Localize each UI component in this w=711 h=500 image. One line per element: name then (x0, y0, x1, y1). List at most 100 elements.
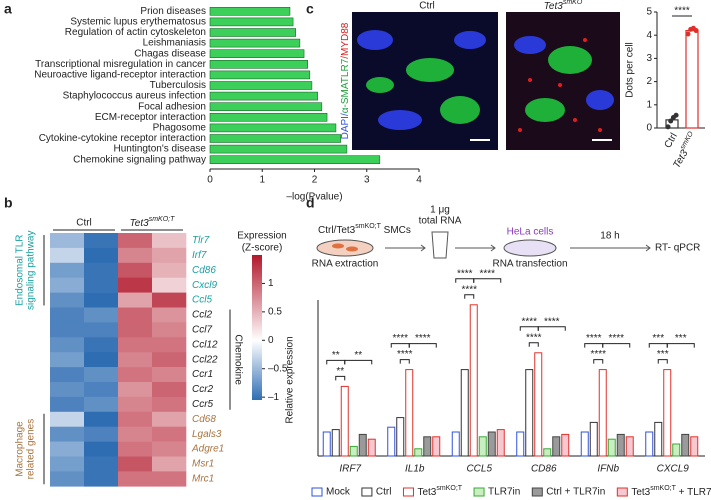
heatmap-cell (118, 292, 153, 308)
heatmap-cell (84, 233, 119, 249)
bar (543, 448, 552, 457)
x-tick-label: IL1b (405, 464, 425, 475)
significance-label: **** (544, 316, 560, 327)
heatmap-cell (118, 277, 153, 293)
heatmap-cell (118, 382, 153, 398)
bar (322, 431, 331, 457)
x-tick-label-part: smKO (680, 130, 696, 151)
heatmap-cell (50, 441, 85, 457)
legend-label: TLR7in (488, 487, 520, 498)
heatmap-cell (50, 337, 85, 353)
row-label: Ccr1 (192, 369, 213, 380)
heatmap-cell (152, 426, 187, 442)
image-label: Tet3smKO (544, 0, 583, 12)
bar (423, 436, 432, 457)
heatmap-cell (84, 471, 119, 487)
data-point (665, 124, 671, 130)
x-axis-label: –log(Pvalue) (286, 192, 342, 203)
row-label: Lgals3 (192, 429, 222, 440)
significance-bracket (657, 359, 668, 364)
heatmap-cell (84, 382, 119, 398)
row-label: Ccl5 (192, 295, 212, 306)
heatmap-cell (152, 411, 187, 427)
x-tick-label: CD86 (531, 464, 557, 475)
bar (645, 431, 654, 457)
heatmap-cell (152, 352, 187, 368)
significance-label: *** (652, 333, 664, 344)
bar (552, 436, 561, 457)
y-tick-label: 0 (646, 123, 652, 134)
significance-label: **** (521, 316, 537, 327)
colorbar-title: Expression (237, 231, 286, 242)
bar (478, 436, 487, 457)
bar (451, 431, 460, 457)
row-label: Ccr5 (192, 399, 214, 410)
category-label: Chagas disease (134, 48, 206, 59)
category-label: Cytokine-cytokine receptor interaction (39, 133, 206, 144)
heatmap-cell (84, 426, 119, 442)
heatmap-cell (152, 247, 187, 264)
colorbar-tick-label: 0 (268, 335, 274, 346)
bar (561, 433, 570, 457)
category-label: Huntington's disease (113, 144, 206, 155)
row-label: Msr1 (192, 459, 214, 470)
row-label: Ccl7 (192, 324, 212, 335)
significance-label: **** (457, 268, 473, 279)
category-label: Chemokine signaling pathway (73, 154, 206, 165)
heatmap-cell (84, 337, 119, 353)
x-tick-label: Ctrl (663, 131, 680, 150)
heatmap-cell (84, 277, 119, 293)
significance-bracket (473, 278, 502, 283)
row-group-label: signaling pathway (26, 231, 37, 311)
significance-bracket (602, 343, 631, 348)
colorbar-tick-label: –0.5 (268, 363, 288, 374)
significance-label: *** (675, 333, 687, 344)
heatmap-cell (152, 441, 187, 457)
bar (209, 7, 291, 16)
x-tick-label: IFNb (597, 464, 619, 475)
heatmap-cell (50, 426, 85, 442)
heatmap-cell (118, 396, 153, 413)
bar (358, 433, 367, 457)
panel-label: a (4, 1, 12, 17)
heatmap-cell (84, 396, 119, 413)
bar (469, 304, 478, 457)
significance-label: **** (461, 284, 477, 295)
significance-bracket (335, 375, 346, 381)
y-axis-label: Relative expression (285, 336, 296, 423)
heatmap-cell (50, 411, 85, 427)
schematic-text-part: Ctrl/Tet3 (318, 225, 356, 236)
row-group-label: related genes (26, 419, 37, 480)
micrograph (352, 12, 620, 150)
bar (209, 28, 296, 37)
heatmap-cell (118, 411, 153, 427)
bar (209, 38, 301, 48)
category-label: Phagosome (153, 123, 207, 134)
colorbar (252, 255, 262, 400)
significance-label: ** (336, 366, 344, 377)
row-label: Cxcl9 (192, 280, 217, 291)
schematic-text-part: smKO;T (355, 223, 381, 230)
bar (209, 123, 337, 133)
heatmap-cell (152, 322, 187, 338)
bar (405, 369, 414, 457)
x-tick-label: 2 (312, 175, 318, 186)
schematic (316, 231, 651, 259)
schematic-text: 1 μg (430, 205, 450, 216)
x-tick-label-part: Tet3 (671, 148, 690, 170)
heatmap-cell (84, 262, 119, 278)
colorbar-tick-label: 0.5 (268, 307, 282, 318)
row-label: Tlr7 (192, 235, 210, 246)
significance-bracket (399, 359, 410, 364)
bar (414, 448, 423, 457)
y-axis-label: Dots per cell (625, 42, 636, 98)
data-point (668, 118, 674, 124)
bar (209, 144, 348, 154)
heatmap-cell (50, 456, 85, 472)
bar (598, 369, 607, 457)
bar (690, 436, 699, 457)
row-label: Adgre1 (191, 444, 224, 455)
data-point (685, 31, 691, 37)
column-group-label: Tet3smKO;T (130, 216, 175, 228)
